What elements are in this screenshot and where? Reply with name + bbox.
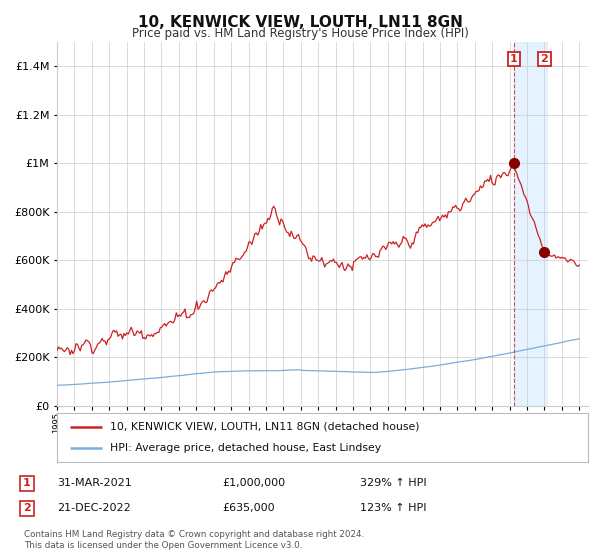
Text: 1: 1 (23, 478, 31, 488)
Text: 1: 1 (510, 54, 518, 64)
Text: 10, KENWICK VIEW, LOUTH, LN11 8GN (detached house): 10, KENWICK VIEW, LOUTH, LN11 8GN (detac… (110, 422, 419, 432)
Text: £635,000: £635,000 (222, 503, 275, 514)
Text: 123% ↑ HPI: 123% ↑ HPI (360, 503, 427, 514)
Text: 31-MAR-2021: 31-MAR-2021 (57, 478, 132, 488)
Text: 2: 2 (23, 503, 31, 514)
Text: This data is licensed under the Open Government Licence v3.0.: This data is licensed under the Open Gov… (24, 541, 302, 550)
Text: 21-DEC-2022: 21-DEC-2022 (57, 503, 131, 514)
Text: Contains HM Land Registry data © Crown copyright and database right 2024.: Contains HM Land Registry data © Crown c… (24, 530, 364, 539)
Text: £1,000,000: £1,000,000 (222, 478, 285, 488)
Text: 2: 2 (541, 54, 548, 64)
Text: Price paid vs. HM Land Registry's House Price Index (HPI): Price paid vs. HM Land Registry's House … (131, 27, 469, 40)
Text: 10, KENWICK VIEW, LOUTH, LN11 8GN: 10, KENWICK VIEW, LOUTH, LN11 8GN (137, 15, 463, 30)
Bar (514, 42, 547, 406)
Text: 329% ↑ HPI: 329% ↑ HPI (360, 478, 427, 488)
Text: HPI: Average price, detached house, East Lindsey: HPI: Average price, detached house, East… (110, 443, 381, 453)
